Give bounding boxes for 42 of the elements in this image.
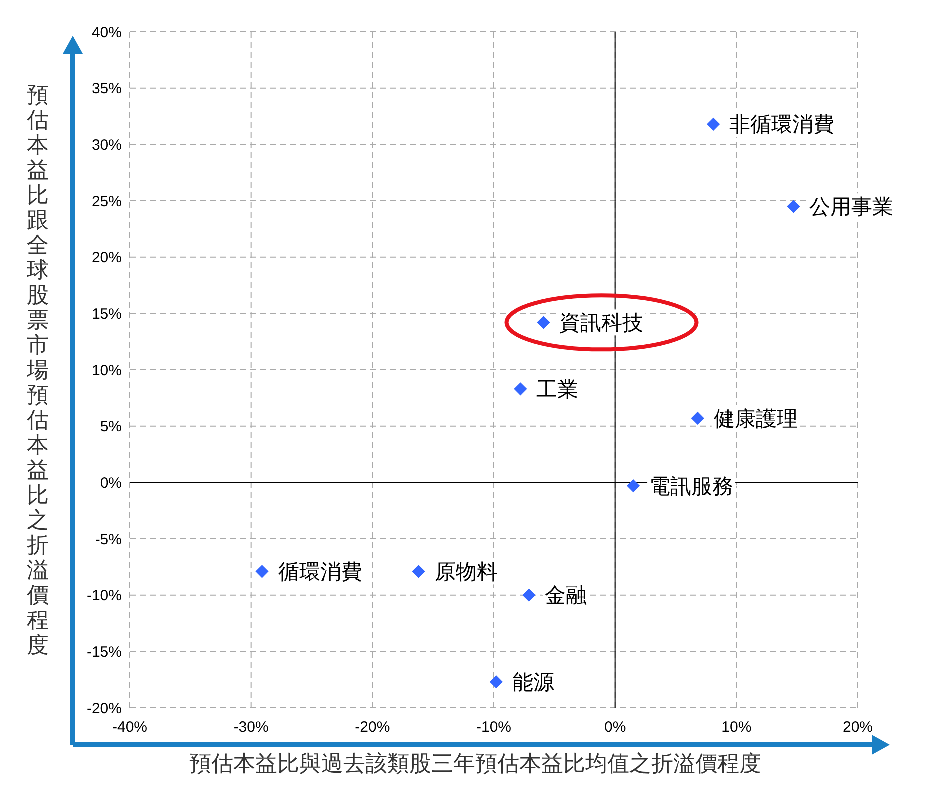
x-tick-label: -40% [112,719,148,736]
x-tick-label: -10% [476,719,512,736]
x-axis-title: 預估本益比與過去該類股三年預估本益比均值之折溢價程度 [190,751,762,776]
point [514,382,528,396]
point [691,412,704,426]
y-tick-label: -5% [95,531,122,548]
y-tick-label: 35% [92,80,122,98]
y-tick-label: 30% [92,136,122,154]
series-label: 能源 [512,671,554,694]
series-label: 原物料 [434,561,498,584]
x-tick-label: 20% [842,719,874,736]
series-label: 公用事業 [810,196,894,219]
point [490,676,503,689]
series-label: 電訊服務 [650,475,734,498]
y-tick-label: -15% [86,644,122,661]
x-tick-label: -30% [234,719,269,736]
x-tick-label: 0% [604,719,626,736]
series-label: 循環消費 [278,561,362,584]
x-tick-label: -20% [355,719,390,736]
series-label: 金融 [545,584,588,608]
point [707,118,720,131]
y-tick-label: 40% [92,24,122,42]
y-tick-label: -20% [86,700,122,718]
point [412,565,426,578]
y-tick-label: 20% [92,250,122,267]
point [537,316,550,330]
series-label: 健康護理 [714,408,798,431]
series-label: 非循環消費 [730,114,835,137]
point [522,588,536,602]
y-tick-label: 5% [100,418,122,436]
series-label: 資訊科技 [560,312,644,336]
y-tick-label: 15% [92,306,122,323]
x-tick-label: 10% [722,719,752,736]
y-tick-label: 0% [100,474,122,492]
y-tick-label: 25% [92,193,122,210]
point [787,200,800,214]
y-tick-label: 10% [92,362,122,380]
series-label: 工業 [536,378,579,402]
point [256,565,269,578]
y-tick-label: -10% [86,588,122,605]
text: 預估本益比跟全球股票市場預估本益比之折溢價程度 [27,82,49,658]
point [626,479,640,493]
